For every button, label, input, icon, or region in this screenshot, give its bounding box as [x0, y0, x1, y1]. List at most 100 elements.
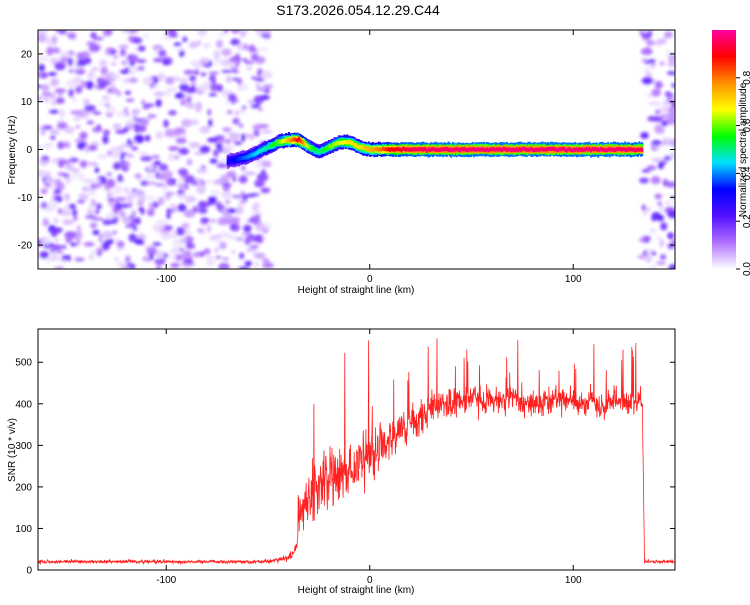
spectrogram-noise-cell: [44, 236, 51, 246]
spectrogram-noise-cell: [155, 201, 164, 205]
spectrogram-noise-cell: [59, 52, 70, 56]
spectrogram-noise-cell: [147, 114, 157, 119]
spectrogram-noise-cell: [158, 163, 169, 172]
spectrogram-noise-cell: [90, 198, 97, 206]
spectrogram-ridge-cell: [376, 146, 379, 151]
spectrogram-noise-cell: [208, 93, 218, 97]
spectrogram-noise-cell: [667, 242, 675, 250]
spectrogram-noise-cell: [243, 224, 252, 233]
spectrogram-ridge-cell: [486, 147, 488, 152]
spectrogram-ridge-cell: [464, 147, 467, 152]
spectrogram-noise-cell: [117, 174, 123, 182]
spectrogram-noise-cell: [221, 69, 233, 73]
spectrogram-ridge-cell: [544, 147, 547, 152]
spectrogram-noise-cell: [222, 257, 230, 261]
spectrogram-noise-cell: [645, 40, 657, 46]
spectrogram-ridge-cell: [392, 147, 394, 152]
spectrogram-noise-cell: [177, 178, 186, 185]
spectrogram-noise-cell: [119, 69, 130, 75]
spectrogram-noise-cell: [74, 257, 85, 262]
spectrogram-ridge-cell: [547, 146, 550, 151]
spectrogram-ridge-cell: [357, 144, 360, 149]
spectrogram-noise-cell: [57, 92, 64, 97]
spectrogram-ridge-cell: [543, 147, 545, 152]
spectrogram-noise-cell: [217, 32, 225, 36]
spectrogram-ridge-cell: [427, 147, 430, 152]
spectrogram-noise-cell: [176, 226, 185, 236]
spectrogram-noise-cell: [38, 56, 47, 61]
spectrogram-ridge-cell: [514, 148, 517, 153]
spectrogram-ridge-cell: [436, 147, 439, 152]
spectrogram-ridge-cell: [540, 147, 543, 152]
spectrogram-noise-cell: [109, 74, 119, 79]
spectrogram-noise-cell: [44, 97, 49, 103]
spectrogram-noise-cell: [191, 180, 199, 186]
spectrogram-ridge-cell: [528, 147, 531, 152]
spectrogram-noise-cell: [250, 76, 258, 80]
spectrogram-noise-cell: [103, 30, 113, 37]
colorbar-tick-label: 0.4: [742, 166, 750, 180]
spectrogram-ridge-cell: [570, 147, 572, 152]
spectrogram-noise-cell: [51, 101, 57, 105]
spectrogram-noise-cell: [48, 255, 61, 262]
spectrogram-noise-cell: [58, 30, 68, 35]
spectrogram-noise-cell: [244, 260, 253, 267]
spectrogram-ridge-cell: [228, 159, 231, 164]
spectrogram-noise-cell: [646, 165, 657, 171]
spectrogram-noise-cell: [162, 89, 173, 97]
spectrogram-noise-cell: [152, 242, 162, 247]
spectrogram-noise-cell: [123, 160, 129, 168]
spectrogram-noise-cell: [640, 30, 650, 33]
spectrogram-noise-cell: [177, 203, 187, 212]
spectrogram-noise-cell: [115, 129, 128, 135]
spectrogram-noise-cell: [70, 242, 78, 247]
spectrogram-ridge-cell: [389, 147, 392, 152]
spectrogram-noise-cell: [95, 178, 101, 184]
spectrogram-ridge-cell: [246, 155, 249, 160]
spectrogram-ridge-cell: [525, 147, 528, 152]
spectrogram-noise-cell: [87, 188, 97, 196]
spectrogram-noise-cell: [86, 209, 95, 216]
spectrogram-noise-cell: [183, 258, 194, 265]
spectrogram-noise-cell: [226, 109, 233, 115]
spectrogram-x-ticks: -100 0 100: [156, 30, 582, 285]
spectrogram-noise-cell: [39, 159, 50, 166]
spectrogram-ridge-cell: [309, 145, 312, 150]
spectrogram-ridge-cell: [447, 147, 450, 152]
spectrogram-noise-cell: [109, 148, 121, 157]
spectrogram-ridge-cell: [463, 147, 466, 152]
spectrogram-ridge-cell: [577, 148, 580, 153]
spectrogram-noise-cell: [69, 157, 79, 163]
spectrogram-noise-cell: [153, 160, 161, 166]
spectrogram-ridge-cell: [605, 148, 608, 153]
spectrogram-noise-cell: [49, 135, 56, 141]
spectrogram-noise-cell: [118, 203, 130, 209]
spectrogram-noise-cell: [665, 181, 675, 188]
spectrogram-noise-cell: [38, 169, 47, 178]
spectrogram-noise-cell: [152, 85, 160, 89]
spectrogram-ridge-cell: [400, 148, 403, 153]
spectrogram-ridge-cell: [609, 147, 612, 152]
spectrogram-ridge-cell: [498, 147, 501, 152]
spectrogram-noise-cell: [172, 239, 183, 247]
colorbar-tick-label: 0.8: [742, 70, 750, 84]
spectrogram-noise-cell: [666, 71, 675, 76]
spectrogram-noise-cell: [101, 241, 111, 251]
spectrogram-noise-cell: [104, 102, 111, 108]
spectrogram-ridge-cell: [229, 158, 232, 163]
spectrogram-noise-cell: [68, 88, 74, 98]
spectrogram-ridge-cell: [562, 146, 565, 151]
spectrogram-noise-cell: [667, 232, 675, 240]
spectrogram-ridge-cell: [471, 147, 474, 152]
spectrogram-ridge-cell: [500, 147, 503, 152]
spectrogram-noise-cell: [241, 133, 246, 142]
spectrogram-noise-cell: [654, 80, 663, 89]
spectrogram-noise-cell: [92, 217, 104, 221]
spectrogram-ridge-cell: [568, 147, 571, 152]
spectrogram-noise-cell: [248, 46, 257, 53]
spectrogram-ridge-cell: [302, 140, 305, 145]
spectrogram-noise-cell: [221, 191, 233, 199]
x-tick-label: -100: [156, 575, 176, 586]
spectrogram-ridge-cell: [404, 147, 407, 152]
spectrogram-noise-cell: [87, 71, 95, 80]
